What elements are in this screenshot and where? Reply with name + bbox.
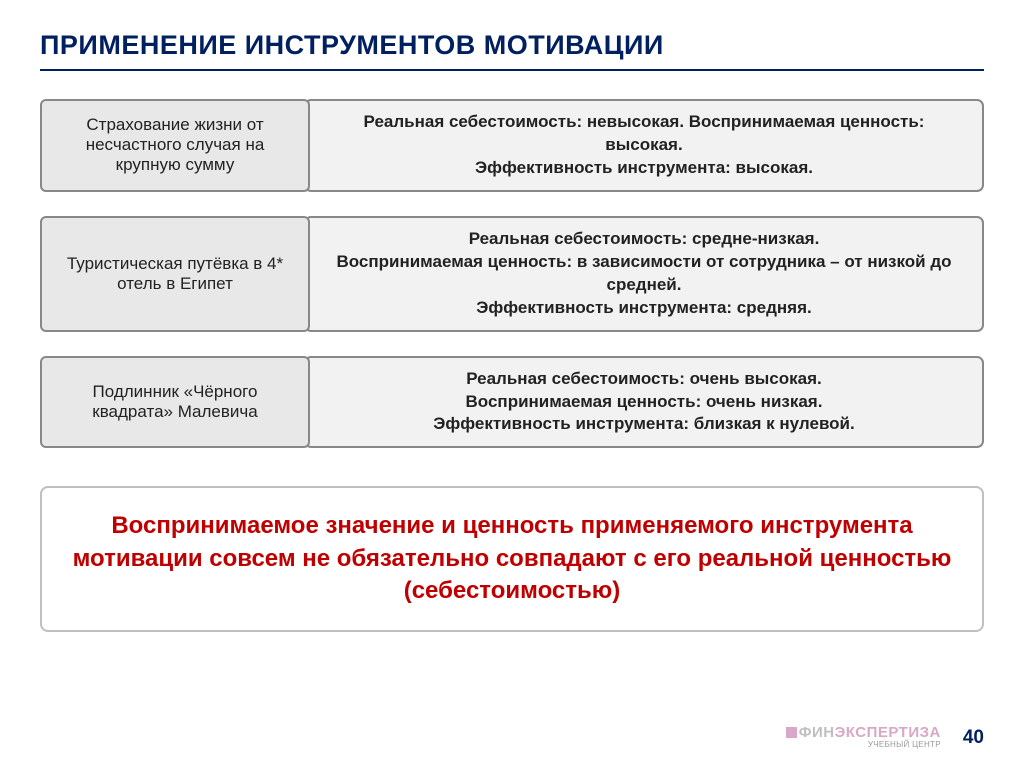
row-1: Страхование жизни от несчастного случая …: [40, 99, 984, 192]
logo-part2: ЭКСПЕРТИЗА: [835, 724, 941, 741]
slide-title: ПРИМЕНЕНИЕ ИНСТРУМЕНТОВ МОТИВАЦИИ: [40, 30, 984, 61]
row-1-label: Страхование жизни от несчастного случая …: [40, 99, 310, 192]
title-underline: [40, 69, 984, 71]
row-1-line1: Реальная себестоимость: невысокая. Воспр…: [326, 111, 962, 157]
logo: ФИНЭКСПЕРТИЗА УЧЕБНЫЙ ЦЕНТР: [786, 725, 941, 749]
conclusion-box: Воспринимаемое значение и ценность приме…: [40, 486, 984, 631]
row-2-detail: Реальная себестоимость: средне-низкая. В…: [304, 216, 984, 332]
row-3: Подлинник «Чёрного квадрата» Малевича Ре…: [40, 356, 984, 449]
row-1-detail: Реальная себестоимость: невысокая. Воспр…: [304, 99, 984, 192]
row-2-line3: Эффективность инструмента: средняя.: [476, 297, 811, 320]
row-3-label: Подлинник «Чёрного квадрата» Малевича: [40, 356, 310, 449]
logo-part1: ФИН: [799, 724, 835, 741]
logo-text: ФИНЭКСПЕРТИЗА: [786, 725, 941, 740]
logo-subtitle: УЧЕБНЫЙ ЦЕНТР: [786, 741, 941, 749]
logo-square-icon: [786, 727, 797, 738]
row-2-label: Туристическая путёвка в 4* отель в Египе…: [40, 216, 310, 332]
row-1-line2: Эффективность инструмента: высокая.: [475, 157, 813, 180]
page-number: 40: [963, 727, 984, 749]
row-3-line2: Воспринимаемая ценность: очень низкая.: [466, 391, 823, 414]
row-3-detail: Реальная себестоимость: очень высокая. В…: [304, 356, 984, 449]
row-3-line3: Эффективность инструмента: близкая к нул…: [433, 413, 854, 436]
row-2-line2: Воспринимаемая ценность: в зависимости о…: [326, 251, 962, 297]
row-3-line1: Реальная себестоимость: очень высокая.: [466, 368, 822, 391]
footer: ФИНЭКСПЕРТИЗА УЧЕБНЫЙ ЦЕНТР 40: [786, 725, 984, 749]
row-2: Туристическая путёвка в 4* отель в Египе…: [40, 216, 984, 332]
row-2-line1: Реальная себестоимость: средне-низкая.: [469, 228, 820, 251]
